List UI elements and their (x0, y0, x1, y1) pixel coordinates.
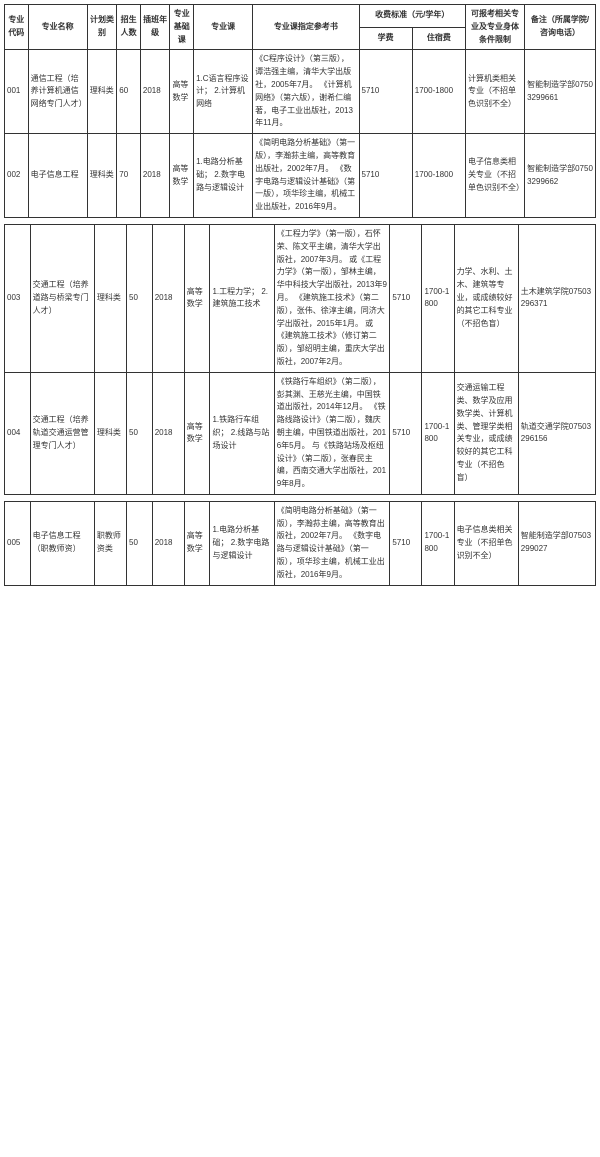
enrollment-table-1: 003交通工程（培养道路与桥梁专门人才）理科类502018高等数学1.工程力学；… (4, 224, 596, 495)
enrollment-table-0: 专业代码专业名称计划类别招生人数插班年级专业基础课专业课专业课指定参考书收费标准… (4, 4, 596, 218)
table-row: 003交通工程（培养道路与桥梁专门人才）理科类502018高等数学1.工程力学；… (5, 224, 596, 372)
table-row: 002电子信息工程理科类702018高等数学1.电路分析基础； 2.数字电路与逻… (5, 134, 596, 218)
table-row: 004交通工程（培养轨道交通运营管理专门人才）理科类502018高等数学1.铁路… (5, 372, 596, 494)
enrollment-table-2: 005电子信息工程（职教师资）职教师资类502018高等数学1.电路分析基础； … (4, 501, 596, 586)
tables-container: 专业代码专业名称计划类别招生人数插班年级专业基础课专业课专业课指定参考书收费标准… (4, 4, 596, 586)
table-row: 005电子信息工程（职教师资）职教师资类502018高等数学1.电路分析基础； … (5, 501, 596, 585)
table-row: 001通信工程（培养计算机通信网络专门人才）理科类602018高等数学1.C语言… (5, 50, 596, 134)
